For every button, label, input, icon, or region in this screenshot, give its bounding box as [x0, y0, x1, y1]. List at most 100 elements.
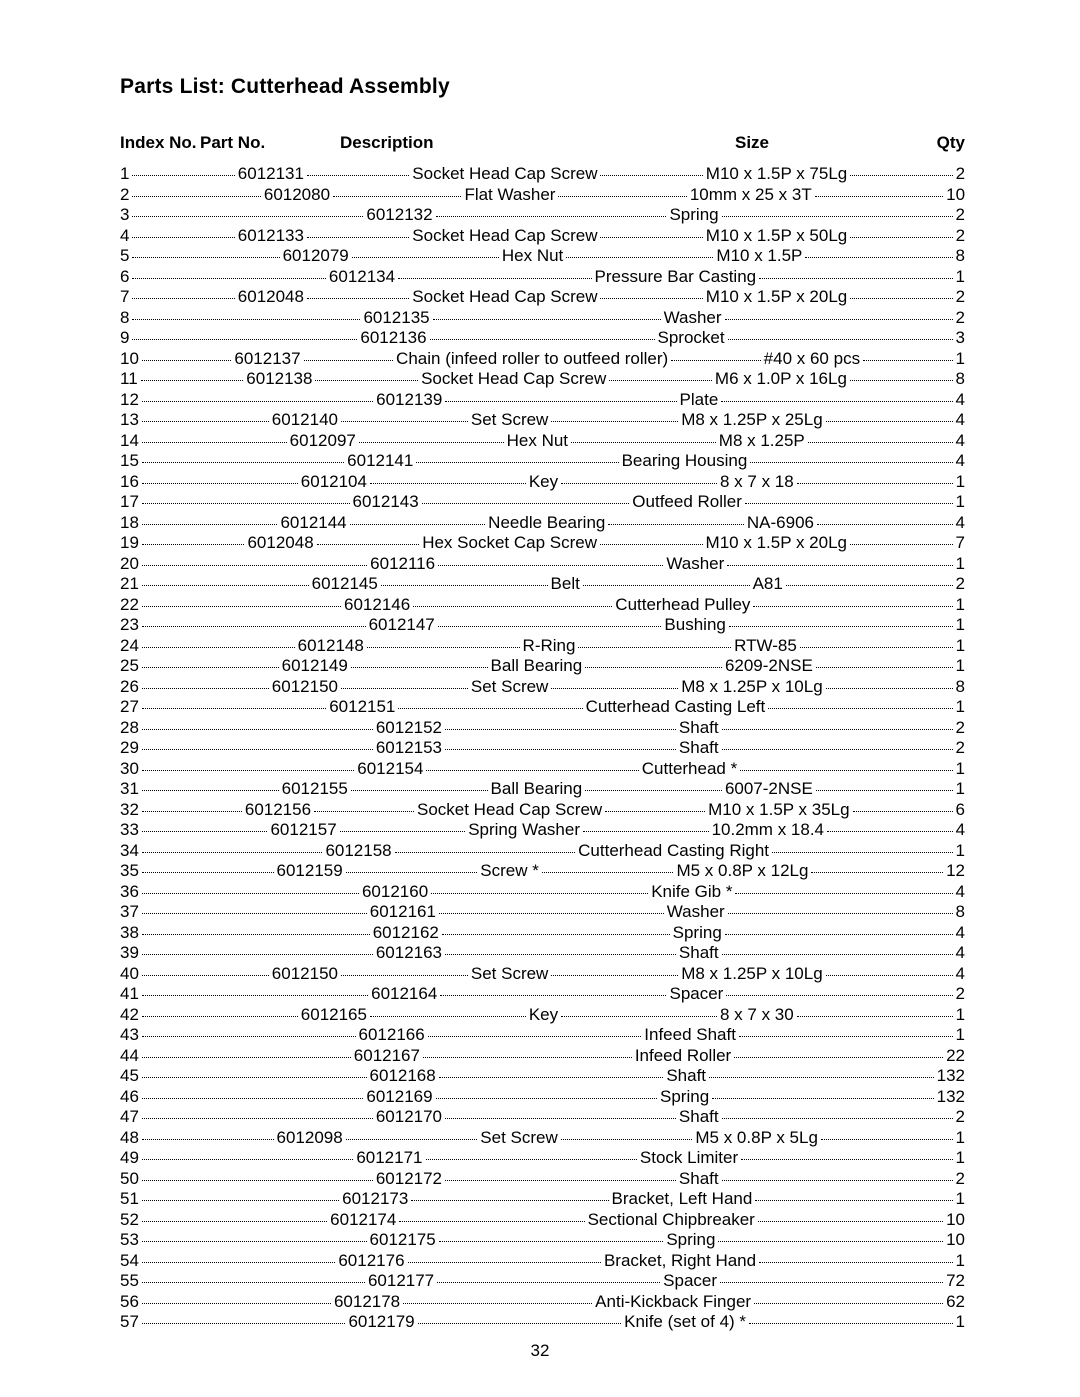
cell-idx: 9 — [120, 329, 129, 346]
leader-dots — [142, 647, 295, 648]
leader-dots — [142, 852, 323, 853]
leader-dots — [422, 503, 630, 504]
leader-dots — [142, 790, 279, 791]
cell-qty: 1 — [956, 596, 965, 613]
cell-idx: 35 — [120, 862, 139, 879]
cell-qty: 132 — [937, 1088, 965, 1105]
table-row: 226012146Cutterhead Pulley1 — [120, 596, 965, 617]
leader-dots — [132, 298, 234, 299]
cell-idx: 22 — [120, 596, 139, 613]
cell-desc: R-Ring — [523, 637, 576, 654]
leader-dots — [381, 585, 548, 586]
cell-idx: 52 — [120, 1211, 139, 1228]
table-row: 386012162Spring4 — [120, 924, 965, 945]
leader-dots — [142, 1139, 274, 1140]
cell-part: 6012177 — [368, 1272, 434, 1289]
leader-dots — [142, 1159, 353, 1160]
page-title: Parts List: Cutterhead Assembly — [120, 75, 965, 99]
leader-dots — [142, 1323, 346, 1324]
leader-dots — [745, 503, 953, 504]
leader-dots — [426, 1159, 637, 1160]
leader-dots — [142, 1200, 339, 1201]
table-row: 256012149Ball Bearing6209-2NSE1 — [120, 657, 965, 678]
cell-size: M8 x 1.25P — [719, 432, 805, 449]
cell-size: NA-6906 — [747, 514, 814, 531]
cell-idx: 57 — [120, 1313, 139, 1330]
cell-part: 6012143 — [353, 493, 419, 510]
cell-desc: Knife Gib * — [651, 883, 732, 900]
leader-dots — [729, 626, 953, 627]
cell-desc: Set Screw — [471, 678, 548, 695]
table-row: 346012158Cutterhead Casting Right1 — [120, 842, 965, 863]
cell-idx: 44 — [120, 1047, 139, 1064]
cell-desc: Hex Nut — [507, 432, 568, 449]
cell-qty: 132 — [937, 1067, 965, 1084]
cell-part: 6012097 — [290, 432, 356, 449]
leader-dots — [440, 995, 666, 996]
table-row: 316012155Ball Bearing6007-2NSE1 — [120, 780, 965, 801]
cell-idx: 3 — [120, 206, 129, 223]
leader-dots — [438, 565, 663, 566]
table-row: 186012144Needle BearingNA-69064 — [120, 514, 965, 535]
cell-desc: Spring — [669, 206, 718, 223]
leader-dots — [725, 934, 953, 935]
cell-idx: 2 — [120, 186, 129, 203]
leader-dots — [142, 872, 274, 873]
cell-part: 6012170 — [376, 1108, 442, 1125]
leader-dots — [317, 544, 420, 545]
cell-part: 6012139 — [376, 391, 442, 408]
cell-idx: 13 — [120, 411, 139, 428]
leader-dots — [352, 257, 499, 258]
cell-part: 6012079 — [283, 247, 349, 264]
cell-part: 6012168 — [370, 1067, 436, 1084]
cell-qty: 4 — [956, 411, 965, 428]
leader-dots — [585, 790, 722, 791]
leader-dots — [808, 442, 953, 443]
cell-qty: 2 — [956, 227, 965, 244]
table-row: 326012156Socket Head Cap ScrewM10 x 1.5P… — [120, 801, 965, 822]
leader-dots — [399, 1221, 584, 1222]
leader-dots — [445, 1118, 676, 1119]
cell-desc: Stock Limiter — [640, 1149, 738, 1166]
cell-idx: 26 — [120, 678, 139, 695]
cell-desc: Ball Bearing — [491, 657, 583, 674]
table-row: 196012048Hex Socket Cap ScrewM10 x 1.5P … — [120, 534, 965, 555]
leader-dots — [431, 893, 648, 894]
leader-dots — [142, 749, 373, 750]
cell-size: M5 x 0.8P x 5Lg — [695, 1129, 818, 1146]
cell-idx: 43 — [120, 1026, 139, 1043]
cell-qty: 7 — [956, 534, 965, 551]
leader-dots — [551, 688, 678, 689]
cell-qty: 10 — [946, 1231, 965, 1248]
leader-dots — [609, 380, 712, 381]
leader-dots — [722, 954, 953, 955]
leader-dots — [142, 934, 370, 935]
leader-dots — [418, 1323, 622, 1324]
header-description: Description — [340, 133, 735, 153]
cell-idx: 21 — [120, 575, 139, 592]
cell-size: M8 x 1.25P x 25Lg — [681, 411, 822, 428]
cell-qty: 1 — [956, 493, 965, 510]
leader-dots — [142, 893, 359, 894]
leader-dots — [749, 1323, 953, 1324]
table-row: 126012139Plate4 — [120, 391, 965, 412]
cell-part: 6012133 — [238, 227, 304, 244]
cell-idx: 28 — [120, 719, 139, 736]
leader-dots — [142, 483, 298, 484]
leader-dots — [558, 196, 686, 197]
cell-idx: 27 — [120, 698, 139, 715]
leader-dots — [341, 688, 468, 689]
cell-desc: Bushing — [664, 616, 725, 633]
leader-dots — [445, 1180, 676, 1181]
leader-dots — [605, 811, 705, 812]
cell-qty: 6 — [956, 801, 965, 818]
cell-idx: 14 — [120, 432, 139, 449]
cell-qty: 1 — [956, 1252, 965, 1269]
cell-qty: 12 — [946, 862, 965, 879]
cell-part: 6012153 — [376, 739, 442, 756]
leader-dots — [438, 626, 662, 627]
leader-dots — [816, 667, 953, 668]
cell-desc: Cutterhead Pulley — [615, 596, 750, 613]
cell-qty: 72 — [946, 1272, 965, 1289]
leader-dots — [142, 401, 373, 402]
